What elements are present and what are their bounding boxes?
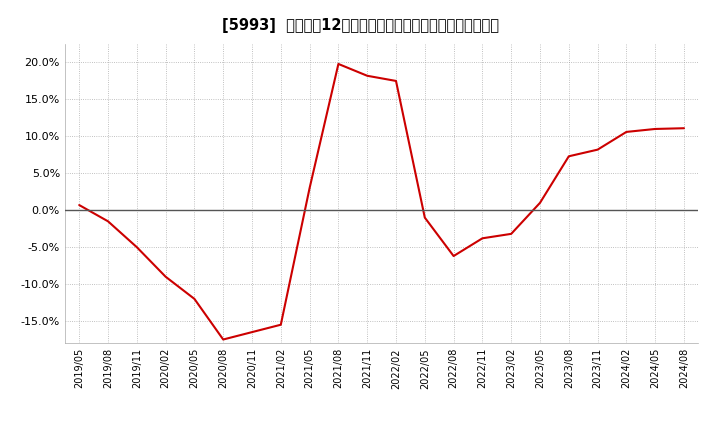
Text: [5993]  売上高の12か月移動合計の対前年同期増減率の推移: [5993] 売上高の12か月移動合計の対前年同期増減率の推移 [222,18,498,33]
